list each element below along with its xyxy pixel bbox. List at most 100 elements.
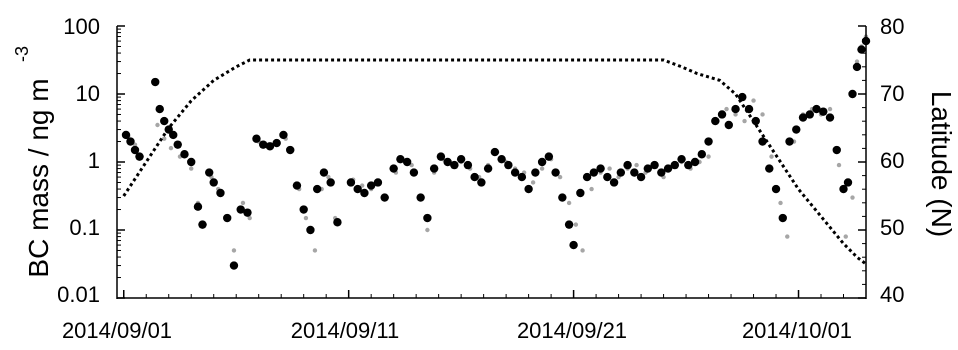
left-tick-label-0-01: 0.01 bbox=[57, 282, 100, 307]
black-bc-point-63 bbox=[544, 152, 554, 161]
black-bc-point-44 bbox=[416, 193, 425, 202]
gray-bc-point-73 bbox=[751, 98, 756, 103]
black-bc-point-85 bbox=[690, 157, 700, 167]
black-bc-point-50 bbox=[456, 154, 466, 164]
black-bc-point-5 bbox=[155, 104, 164, 114]
black-bc-point-49 bbox=[450, 160, 459, 170]
black-bc-point-70 bbox=[589, 168, 599, 177]
gray-bc-point-15 bbox=[247, 215, 252, 221]
black-bc-point-47 bbox=[436, 152, 446, 161]
black-bc-point-51 bbox=[463, 160, 473, 170]
black-bc-point-56 bbox=[497, 154, 506, 164]
gray-bc-point-72 bbox=[742, 118, 747, 124]
left-tick-label-0-1: 0.1 bbox=[69, 215, 100, 240]
gray-bc-point-82 bbox=[827, 106, 833, 112]
gray-bc-point-53 bbox=[573, 222, 579, 227]
black-bc-point-76 bbox=[630, 168, 639, 177]
black-bc-point-9 bbox=[173, 140, 182, 149]
black-bc-point-24 bbox=[272, 138, 281, 148]
black-bc-point-20 bbox=[243, 208, 252, 217]
left-tick-label-100: 100 bbox=[63, 14, 100, 39]
black-bc-point-34 bbox=[346, 178, 356, 187]
black-bc-point-102 bbox=[805, 110, 814, 119]
gray-bc-point-55 bbox=[589, 186, 594, 192]
gray-bc-point-77 bbox=[785, 234, 790, 239]
black-bc-point-25 bbox=[279, 130, 288, 140]
black-bc-point-22 bbox=[259, 140, 268, 149]
black-bc-point-100 bbox=[792, 125, 801, 134]
black-bc-point-48 bbox=[443, 157, 452, 167]
black-bc-point-107 bbox=[839, 184, 848, 194]
gray-bc-point-52 bbox=[566, 200, 572, 206]
black-bc-point-53 bbox=[477, 178, 486, 187]
black-bc-point-97 bbox=[771, 184, 781, 194]
left-tick-label-10: 10 bbox=[76, 81, 100, 106]
black-bc-point-27 bbox=[292, 181, 302, 190]
gray-bc-point-71 bbox=[733, 112, 738, 117]
black-bc-point-81 bbox=[663, 164, 673, 173]
black-bc-point-14 bbox=[205, 168, 214, 177]
left-y-axis-title-exponent: -3 bbox=[12, 46, 32, 62]
black-bc-point-37 bbox=[366, 181, 376, 190]
black-bc-point-0 bbox=[121, 130, 131, 140]
black-bc-point-96 bbox=[765, 164, 774, 173]
black-bc-point-106 bbox=[832, 145, 841, 155]
black-bc-point-39 bbox=[380, 193, 389, 202]
black-bc-point-38 bbox=[373, 178, 383, 187]
black-bc-point-16 bbox=[216, 188, 225, 198]
black-bc-point-98 bbox=[778, 213, 787, 223]
right-tick-label-40: 40 bbox=[880, 282, 904, 307]
gray-bc-point-54 bbox=[580, 248, 585, 253]
gray-bc-point-5 bbox=[168, 145, 174, 151]
gray-bc-point-68 bbox=[706, 154, 711, 159]
black-bc-point-54 bbox=[483, 164, 493, 173]
black-bc-point-110 bbox=[852, 62, 862, 72]
black-bc-point-75 bbox=[623, 160, 632, 170]
gray-bc-point-60 bbox=[634, 162, 639, 168]
axes-frame bbox=[116, 25, 867, 299]
black-bc-point-84 bbox=[684, 160, 693, 170]
black-bc-point-12 bbox=[193, 202, 203, 211]
black-bc-point-45 bbox=[423, 213, 432, 223]
right-tick-label-80: 80 bbox=[880, 14, 904, 39]
black-bc-point-59 bbox=[517, 172, 527, 182]
black-bc-point-52 bbox=[470, 172, 479, 182]
black-bc-point-36 bbox=[360, 188, 369, 198]
black-bc-point-17 bbox=[223, 213, 232, 223]
left-y-axis-tick-labels: 100 10 1 0.1 0.01 bbox=[57, 14, 100, 307]
black-bc-point-99 bbox=[785, 137, 794, 146]
gray-bc-point-57 bbox=[607, 166, 612, 171]
black-bc-point-33 bbox=[333, 218, 342, 227]
black-bc-point-4 bbox=[151, 77, 160, 87]
black-bc-point-90 bbox=[724, 120, 733, 130]
black-bc-point-91 bbox=[731, 104, 740, 114]
black-bc-point-109 bbox=[848, 89, 857, 99]
black-bc-point-8 bbox=[169, 130, 178, 140]
right-y-axis-title: Latitude (N) bbox=[926, 91, 957, 237]
black-bc-point-43 bbox=[409, 168, 419, 177]
gray-bc-point-25 bbox=[326, 174, 331, 180]
black-bc-point-64 bbox=[551, 168, 560, 177]
black-bc-point-6 bbox=[160, 116, 169, 126]
right-tick-label-70: 70 bbox=[880, 81, 904, 106]
black-bc-point-67 bbox=[569, 240, 578, 250]
black-bc-point-23 bbox=[265, 142, 275, 151]
black-bc-point-94 bbox=[751, 116, 760, 126]
black-bc-point-89 bbox=[717, 110, 727, 119]
black-bc-point-26 bbox=[285, 145, 295, 155]
black-bc-point-86 bbox=[697, 150, 707, 159]
black-bc-point-103 bbox=[812, 104, 821, 114]
black-bc-point-35 bbox=[353, 184, 362, 194]
latitude-line bbox=[122, 58, 867, 266]
black-bc-point-21 bbox=[252, 134, 261, 143]
black-bc-point-78 bbox=[643, 164, 653, 173]
black-bc-point-2 bbox=[130, 145, 140, 155]
black-bc-point-61 bbox=[531, 168, 540, 177]
black-bc-point-57 bbox=[504, 160, 513, 170]
black-bc-point-28 bbox=[299, 205, 308, 214]
gray-bc-point-22 bbox=[303, 215, 309, 221]
black-bc-point-18 bbox=[229, 261, 239, 270]
black-bc-point-101 bbox=[798, 113, 808, 122]
gray-bc-point-36 bbox=[425, 227, 430, 233]
